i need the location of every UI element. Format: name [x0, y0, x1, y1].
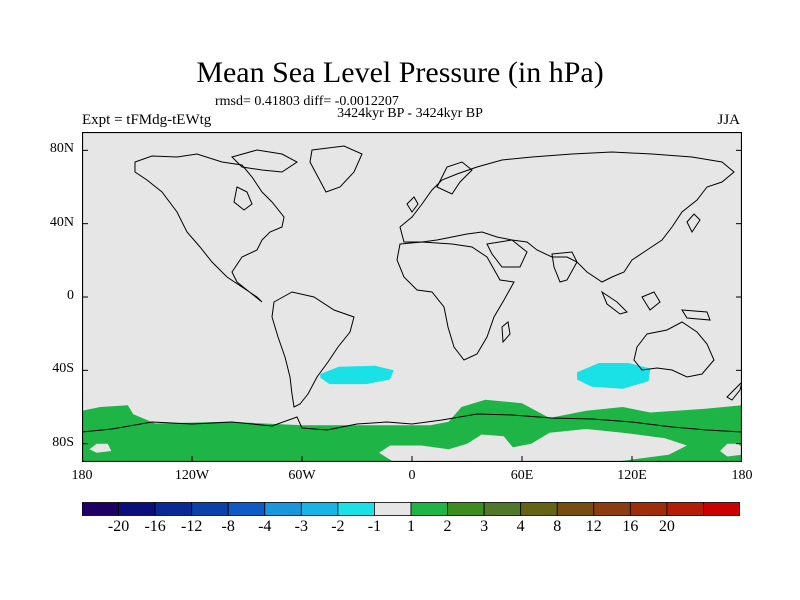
map-background — [82, 132, 742, 462]
field-region-south-indian-low — [577, 363, 651, 389]
coastline-new-guinea — [681, 309, 711, 321]
x-tick-label: 120W — [174, 468, 210, 483]
field-region-antarctic-gap-west — [89, 443, 112, 453]
colorbar-label: -1 — [367, 518, 382, 535]
x-tick-label: 180 — [71, 468, 93, 483]
y-tick-label: 80S — [52, 434, 74, 450]
coastline-scandinavia — [436, 161, 473, 195]
colorbar-swatch — [629, 502, 668, 516]
y-tick-label: 80N — [49, 141, 74, 157]
x-tick-label: 120E — [617, 468, 647, 483]
colorbar-label: -3 — [294, 518, 308, 535]
colorbar-swatch — [227, 502, 266, 516]
colorbar-swatch — [447, 502, 485, 516]
colorbar-swatch — [82, 502, 119, 516]
y-tick-label: 40N — [49, 214, 74, 230]
x-tick-label: 180 — [731, 468, 753, 483]
colorbar — [82, 502, 740, 516]
colorbar-label: -12 — [180, 518, 203, 535]
colorbar-label: 3 — [480, 518, 489, 535]
coastline-north-america — [134, 153, 285, 303]
colorbar-swatch — [483, 502, 522, 516]
period-text: 3424kyr BP - 3424kyr BP — [337, 106, 483, 121]
colorbar-label: 1 — [407, 518, 415, 535]
coastline-antarctica — [82, 413, 742, 433]
coastline-madagascar — [501, 321, 511, 344]
colorbar-swatch — [556, 502, 595, 516]
colorbar-label: -20 — [107, 518, 130, 535]
colorbar-swatch — [300, 502, 339, 516]
colorbar-label: -4 — [258, 518, 272, 535]
coastline-australia — [633, 321, 715, 378]
colorbar-swatch — [118, 502, 156, 516]
coastline-eurasia — [399, 151, 735, 283]
coastline-sumatra — [600, 290, 628, 315]
x-tick-label: 60E — [510, 468, 534, 483]
stats-text: rmsd= 0.41803 diff= -0.0012207 — [215, 94, 399, 109]
colorbar-swatch — [520, 502, 558, 516]
coastlines — [82, 145, 742, 433]
colorbar-swatch — [154, 502, 193, 516]
coastline-india — [551, 251, 578, 283]
colorbar-swatch — [666, 502, 704, 516]
colorbar-swatch — [593, 502, 631, 516]
coastline-new-zealand — [726, 381, 742, 401]
coastline-south-america — [271, 291, 355, 408]
coastline-africa — [396, 241, 515, 361]
axis-ticks — [82, 149, 742, 462]
colorbar-label: 20 — [658, 518, 675, 535]
field-region-antarctic-gap-east — [720, 443, 742, 457]
experiment-label: Expt = tFMdg-tEWtg — [82, 112, 212, 128]
field-region-south-atlantic-low — [320, 365, 394, 385]
colorbar-label: -2 — [331, 518, 345, 535]
y-tick-label: 0 — [67, 288, 74, 303]
plot-title: Mean Sea Level Pressure (in hPa) — [196, 56, 604, 89]
colorbar-label: -16 — [144, 518, 166, 535]
colorbar-swatch — [410, 502, 448, 516]
pressure-difference-field — [82, 363, 742, 462]
x-tick-label: 60W — [288, 468, 316, 483]
map-plot — [82, 132, 742, 462]
colorbar-swatch — [264, 502, 302, 516]
coastline-arabia — [486, 239, 528, 268]
colorbar-swatch — [337, 502, 375, 516]
colorbar-label: 12 — [585, 518, 602, 535]
coastline-arctic-islands — [231, 149, 298, 173]
colorbar-label: 16 — [622, 518, 639, 535]
field-region-weddell-gap — [379, 429, 687, 462]
colorbar-label: -8 — [221, 518, 235, 535]
coastline-japan — [686, 213, 701, 233]
coastline-hudson-bay — [233, 186, 253, 211]
colorbar-swatch — [191, 502, 229, 516]
coastline-borneo — [641, 291, 661, 311]
coastline-greenland — [309, 145, 363, 193]
colorbar-label: 8 — [553, 518, 562, 535]
colorbar-swatch — [703, 502, 740, 516]
season-label: JJA — [717, 112, 740, 128]
colorbar-swatch — [374, 502, 412, 516]
coastline-british-isles — [406, 196, 419, 213]
colorbar-label: 2 — [443, 518, 452, 535]
colorbar-label: 4 — [516, 518, 525, 535]
map-panel — [82, 132, 742, 462]
y-tick-label: 40S — [52, 361, 74, 377]
x-tick-label: 0 — [408, 468, 416, 483]
